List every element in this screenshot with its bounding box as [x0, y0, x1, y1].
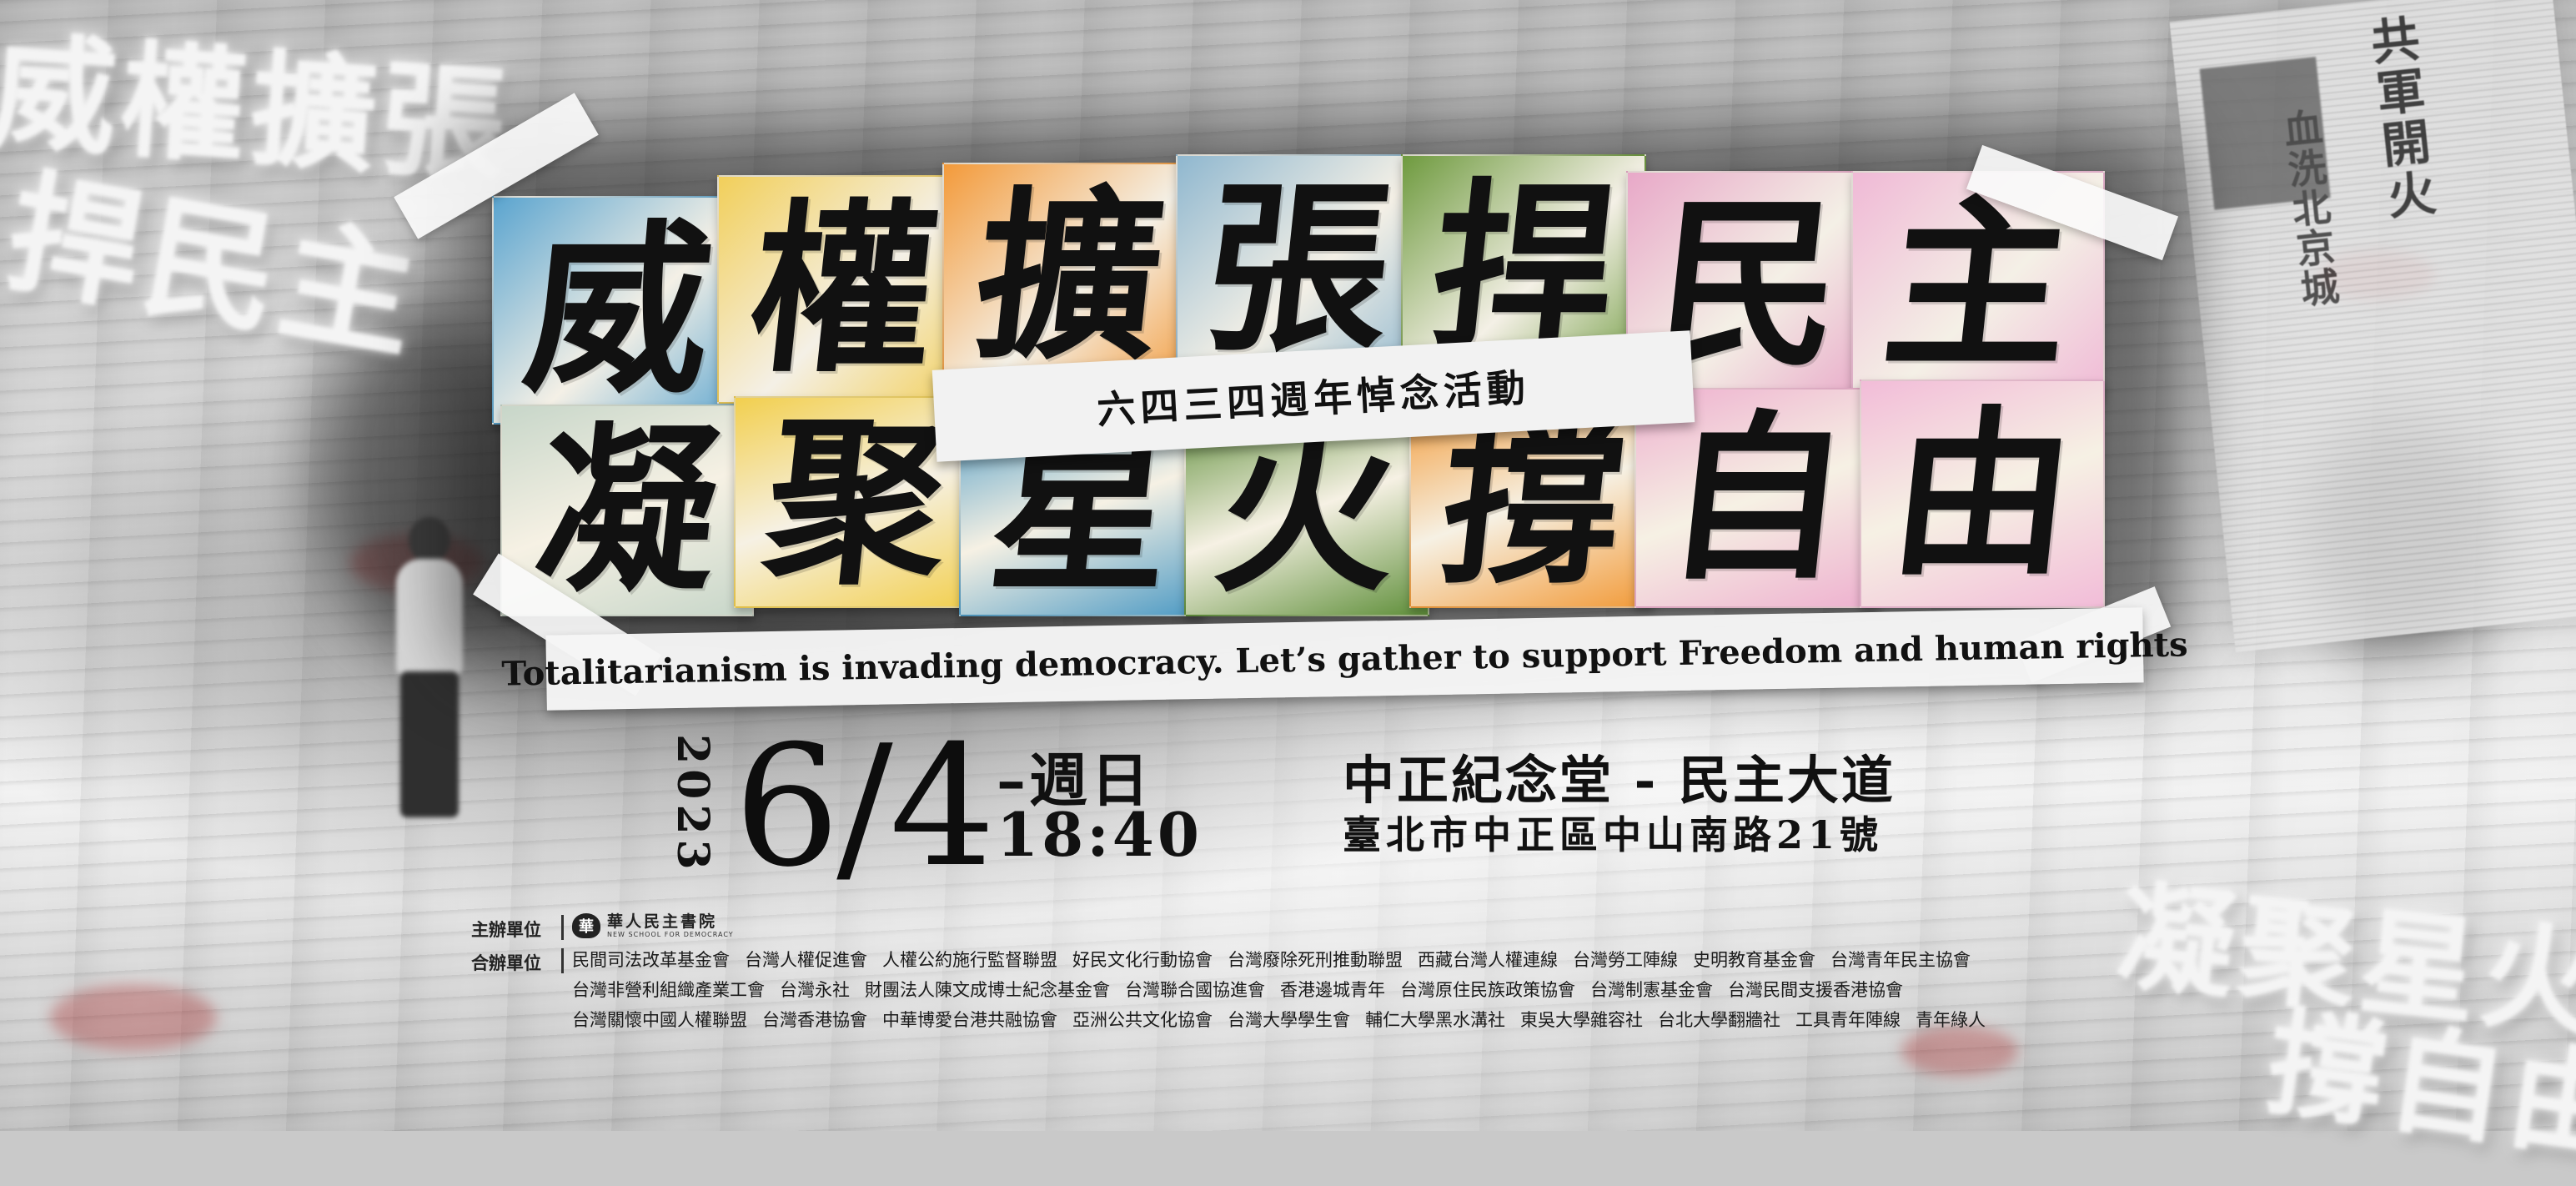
co-organizer-name: 中華博愛台港共融協會: [882, 1010, 1057, 1030]
co-organizer-name: 台灣永社: [780, 980, 850, 1000]
co-organizer-name: 台灣勞工陣線: [1573, 950, 1678, 970]
co-organizers-label: 合辦單位: [471, 953, 541, 973]
co-organizer-name: 台灣民間支援香港協會: [1728, 980, 1903, 1000]
title-tile: 由: [1860, 379, 2105, 608]
title-char: 撐: [1431, 396, 1633, 608]
newspaper-headline: 共軍開火: [2360, 13, 2438, 224]
title-tile: 擴: [942, 163, 1196, 391]
event-year: 2023: [667, 734, 718, 875]
host-logo-icon: 華: [572, 913, 600, 939]
event-weekday: –週日: [997, 746, 1152, 815]
red-stain: [1901, 1026, 2018, 1076]
co-organizer-name: 工具青年陣線: [1795, 1010, 1901, 1030]
red-stain: [50, 984, 217, 1051]
co-organizer-name: 青年綠人: [1916, 1010, 1986, 1030]
co-organizers-list: 民間司法改革基金會 台灣人權促進會 人權公約施行監督聯盟 好民文化行動協會 台灣廢除死刑…: [572, 947, 1986, 1032]
event-time: 18:40: [997, 799, 1203, 870]
co-organizer-name: 財團法人陳文成博士紀念基金會: [865, 980, 1110, 1000]
event-subtitle: 六四三四週年悼念活動: [1096, 364, 1532, 433]
event-date: 6/4: [734, 710, 996, 904]
co-organizer-name: 台灣制憲基金會: [1590, 980, 1713, 1000]
co-organizer-name: 台灣非營利組織產業工會: [572, 980, 765, 1000]
title-char: 威: [515, 202, 722, 418]
host-name-en: NEW SCHOOL FOR DEMOCRACY: [607, 930, 734, 938]
title-char: 張: [1195, 160, 1402, 376]
newspaper-headline-2: 血洗北京城: [2276, 106, 2343, 311]
title-tile: 自: [1634, 388, 1880, 608]
co-organizer-name: 史明教育基金會: [1693, 950, 1815, 970]
host-name-zh: 華人民主書院: [607, 912, 718, 931]
co-organizer-name: 台灣青年民主協會: [1830, 950, 1971, 970]
co-organizer-name: 台灣廢除死刑推動聯盟: [1228, 950, 1403, 970]
co-organizer-name: 西藏台灣人權連線: [1418, 950, 1558, 970]
co-organizer-name: 亞洲公共文化協會: [1072, 1010, 1213, 1030]
event-venue: 中正紀念堂 - 民主大道: [1343, 750, 1896, 811]
co-organizer-name: 好民文化行動協會: [1072, 950, 1213, 970]
co-organizer-name: 人權公約施行監督聯盟: [882, 950, 1057, 970]
title-char: 權: [741, 181, 947, 397]
organizers-section: 主辦單位 華 華人民主書院 NEW SCHOOL FOR DEMOCRACY 合…: [471, 913, 2139, 1037]
co-organizer-name: 台灣聯合國協進會: [1125, 980, 1265, 1000]
host-logo: 華 華人民主書院 NEW SCHOOL FOR DEMOCRACY: [572, 912, 734, 939]
event-address: 臺北市中正區中山南路21號: [1343, 812, 1884, 857]
newspaper-background: 共軍開火 血洗北京城: [2169, 0, 2576, 652]
separator: [561, 915, 564, 940]
title-char: 捍: [1420, 160, 1627, 376]
title-tile: 威: [492, 196, 746, 425]
co-organizer-name: 台灣人權促進會: [745, 950, 867, 970]
co-organizer-name: 台灣關懷中國人權聯盟: [572, 1010, 747, 1030]
title-char: 擴: [966, 168, 1173, 384]
co-organizer-name: 台灣香港協會: [762, 1010, 867, 1030]
co-organizer-name: 東吳大學雜容社: [1520, 1010, 1643, 1030]
title-char: 聚: [756, 396, 957, 608]
co-organizer-name: 台灣原住民族政策協會: [1400, 980, 1575, 1000]
title-char: 主: [1875, 177, 2081, 393]
title-char: 凝: [526, 405, 728, 616]
title-char: 自: [1656, 392, 1858, 604]
co-organizers-row: 合辦單位 民間司法改革基金會 台灣人權促進會 人權公約施行監督聯盟 好民文化行動協會台…: [471, 947, 2139, 1032]
host-label: 主辦單位: [471, 920, 541, 940]
english-tagline: Totalitarianism is invading democracy. L…: [501, 624, 2188, 694]
co-organizer-name: 輔仁大學黑水溝社: [1365, 1010, 1505, 1030]
co-organizer-name: 民間司法改革基金會: [572, 950, 730, 970]
title-char: 由: [1881, 388, 2083, 600]
co-organizers-line: 台灣非營利組織產業工會 台灣永社 財團法人陳文成博士紀念基金會 台灣聯合國協進會 香港邊…: [572, 977, 1986, 1002]
title-char: 火: [1206, 405, 1408, 616]
co-organizer-name: 台灣大學學生會: [1228, 1010, 1350, 1030]
co-organizers-line: 台灣關懷中國人權聯盟 台灣香港協會 中華博愛台港共融協會 亞洲公共文化協會 台灣大學學生…: [572, 1007, 1986, 1032]
host-row: 主辦單位 華 華人民主書院 NEW SCHOOL FOR DEMOCRACY: [471, 913, 2139, 942]
separator: [561, 948, 564, 973]
co-organizer-name: 香港邊城青年: [1280, 980, 1385, 1000]
co-organizers-line: 民間司法改革基金會 台灣人權促進會 人權公約施行監督聯盟 好民文化行動協會 台灣廢除死刑…: [572, 947, 1986, 972]
co-organizer-name: 台北大學翻牆社: [1658, 1010, 1780, 1030]
